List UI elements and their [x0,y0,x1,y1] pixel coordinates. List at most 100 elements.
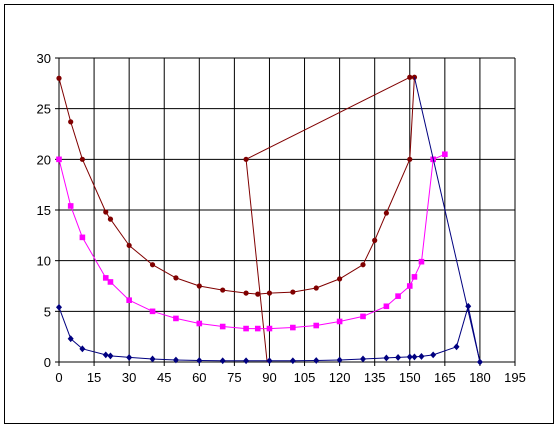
data-point [79,345,86,353]
data-point [336,356,343,364]
data-point [465,302,472,310]
data-point [407,156,413,162]
data-point [243,325,249,332]
data-point [313,285,319,291]
data-point [383,210,389,216]
series-line [413,77,481,363]
data-point [196,320,203,327]
data-point [360,355,366,363]
axes [55,57,516,366]
data-point [337,276,343,282]
grid-lines [59,57,516,362]
data-point [290,289,296,295]
series-line [58,76,415,295]
data-point [126,297,132,303]
data-point [406,283,413,289]
data-point [266,325,273,332]
data-point [149,262,156,268]
x-tick-label: 90 [262,370,276,385]
data-point [395,354,402,361]
data-point [418,353,425,360]
data-point [56,75,62,81]
y-tick-label: 25 [37,102,51,117]
data-point [383,354,390,362]
series-line [58,153,445,330]
data-point [102,275,109,281]
data-point [360,262,366,268]
data-point [67,335,74,343]
chart-frame [4,4,554,424]
x-tick-label: 105 [294,370,316,385]
data-point [243,156,249,162]
data-point [79,234,86,241]
data-point [56,303,62,311]
data-point [196,283,202,289]
data-point [383,303,390,310]
data-point [395,293,401,299]
x-tick-label: 135 [364,370,386,385]
series-group [56,74,483,366]
data-point [430,351,437,359]
data-point [126,242,132,249]
data-point [266,290,273,296]
data-point [453,343,460,351]
data-point [107,216,114,222]
series-3 [56,77,483,366]
data-point [243,290,249,296]
x-tick-label: 30 [122,370,136,385]
data-point [102,351,109,359]
data-point [149,308,156,315]
data-point [266,357,273,365]
y-tick-label: 30 [37,51,51,66]
data-point [67,203,74,209]
data-point [149,355,156,363]
y-tick-label: 5 [44,304,51,319]
x-tick-label: 60 [192,370,206,385]
x-tick-label: 180 [469,370,491,385]
data-point [372,237,378,243]
data-point [172,356,179,364]
data-point [219,357,226,365]
data-point [243,357,250,365]
data-point [313,322,320,329]
y-tick-label: 0 [44,355,51,370]
tick-labels: 0 5 10 15 20 25 30 0 15 30 45 60 75 90 105 120 135 150 165… [37,51,526,385]
data-point [103,209,109,215]
data-point [254,325,261,332]
data-point [220,287,226,293]
data-point [173,275,179,281]
data-point [336,318,343,325]
data-point [107,279,114,285]
data-point [173,315,179,322]
data-point [360,313,366,320]
data-point [255,291,261,297]
data-point [407,74,413,80]
data-point [289,357,296,365]
x-tick-label: 120 [329,370,351,385]
data-point [56,156,62,163]
data-point [442,151,448,158]
y-tick-label: 15 [37,203,51,218]
data-point [476,358,483,366]
data-point [411,353,418,361]
data-point [411,274,418,280]
x-tick-label: 150 [399,370,421,385]
x-tick-label: 45 [157,370,171,385]
y-tick-label: 20 [37,152,51,167]
data-point [68,119,74,125]
x-tick-label: 165 [434,370,456,385]
data-point [126,354,133,361]
x-tick-label: 195 [504,370,526,385]
data-point [418,258,425,265]
y-tick-label: 10 [37,254,51,269]
data-point [219,323,226,330]
x-tick-label: 0 [55,370,62,385]
data-point [290,324,296,331]
series-2 [56,151,448,332]
x-tick-label: 75 [227,370,241,385]
data-point [107,352,114,360]
data-point [196,357,203,364]
data-point [79,156,85,162]
x-tick-label: 15 [87,370,101,385]
